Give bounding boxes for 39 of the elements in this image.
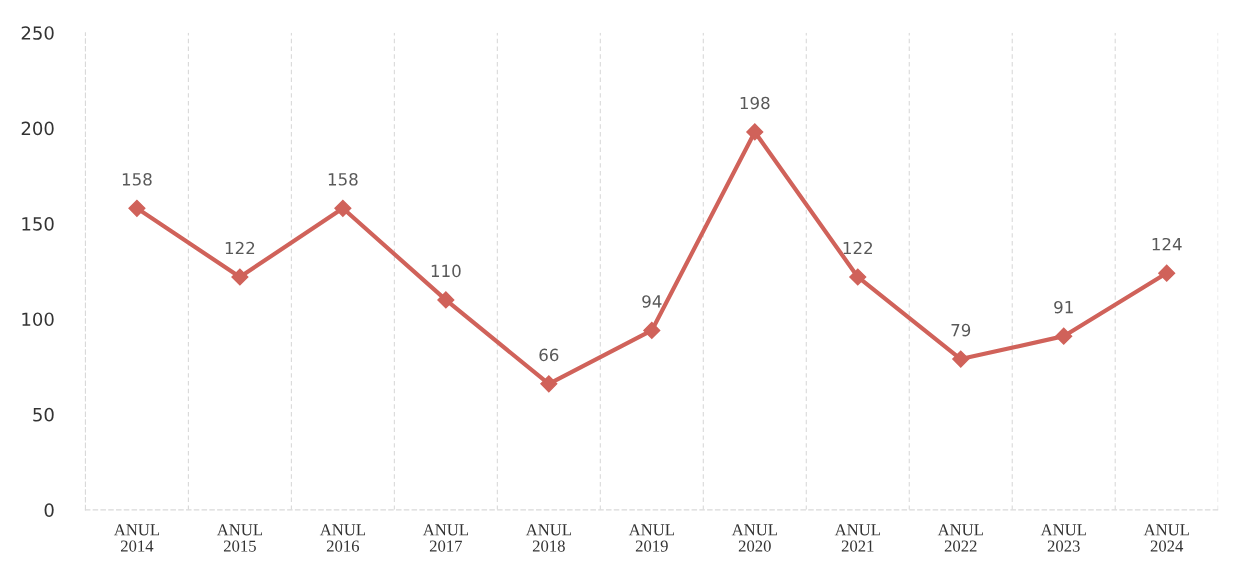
x-tick-label: ANUL 2017 bbox=[422, 524, 468, 552]
data-label: 122 bbox=[225, 241, 255, 255]
point bbox=[849, 268, 867, 286]
y-tick-label: 100 bbox=[22, 312, 54, 327]
x-tick-label: ANUL 2015 bbox=[216, 524, 263, 552]
y-tick-label: 200 bbox=[21, 121, 54, 136]
point bbox=[437, 291, 455, 309]
point bbox=[540, 375, 558, 393]
point bbox=[746, 123, 764, 141]
data-label: 198 bbox=[740, 96, 770, 110]
y-tick-label: 50 bbox=[33, 407, 54, 422]
data-label: 91 bbox=[1054, 300, 1073, 314]
point bbox=[231, 268, 249, 286]
point bbox=[952, 350, 970, 368]
y-tick-label: 150 bbox=[22, 217, 54, 231]
data-label: 158 bbox=[122, 173, 152, 186]
x-tick-label: ANUL 2014 bbox=[113, 524, 160, 552]
point bbox=[334, 199, 352, 217]
x-tick-label: ANUL 2021 bbox=[834, 524, 880, 552]
point bbox=[1055, 327, 1073, 345]
data-label: 158 bbox=[328, 173, 358, 186]
x-tick-label: ANUL 2018 bbox=[525, 524, 571, 552]
x-tick-label: ANUL 2019 bbox=[628, 524, 674, 552]
data-label: 94 bbox=[642, 295, 662, 308]
data-label: 79 bbox=[951, 323, 971, 337]
point bbox=[1158, 264, 1176, 282]
y-tick-label: 0 bbox=[44, 503, 54, 517]
data-label: 110 bbox=[431, 264, 461, 278]
x-tick-label: ANUL 2022 bbox=[937, 524, 983, 552]
point bbox=[643, 321, 661, 339]
data-label: 124 bbox=[1152, 237, 1182, 251]
point bbox=[128, 199, 146, 217]
y-tick-label: 250 bbox=[21, 26, 54, 40]
x-tick-label: ANUL 2020 bbox=[731, 524, 777, 552]
x-tick-label: ANUL 2023 bbox=[1040, 524, 1086, 552]
x-tick-label: ANUL 2024 bbox=[1143, 524, 1189, 552]
data-label: 66 bbox=[539, 348, 559, 362]
data-label: 122 bbox=[843, 241, 872, 255]
x-tick-label: ANUL 2016 bbox=[319, 524, 366, 552]
